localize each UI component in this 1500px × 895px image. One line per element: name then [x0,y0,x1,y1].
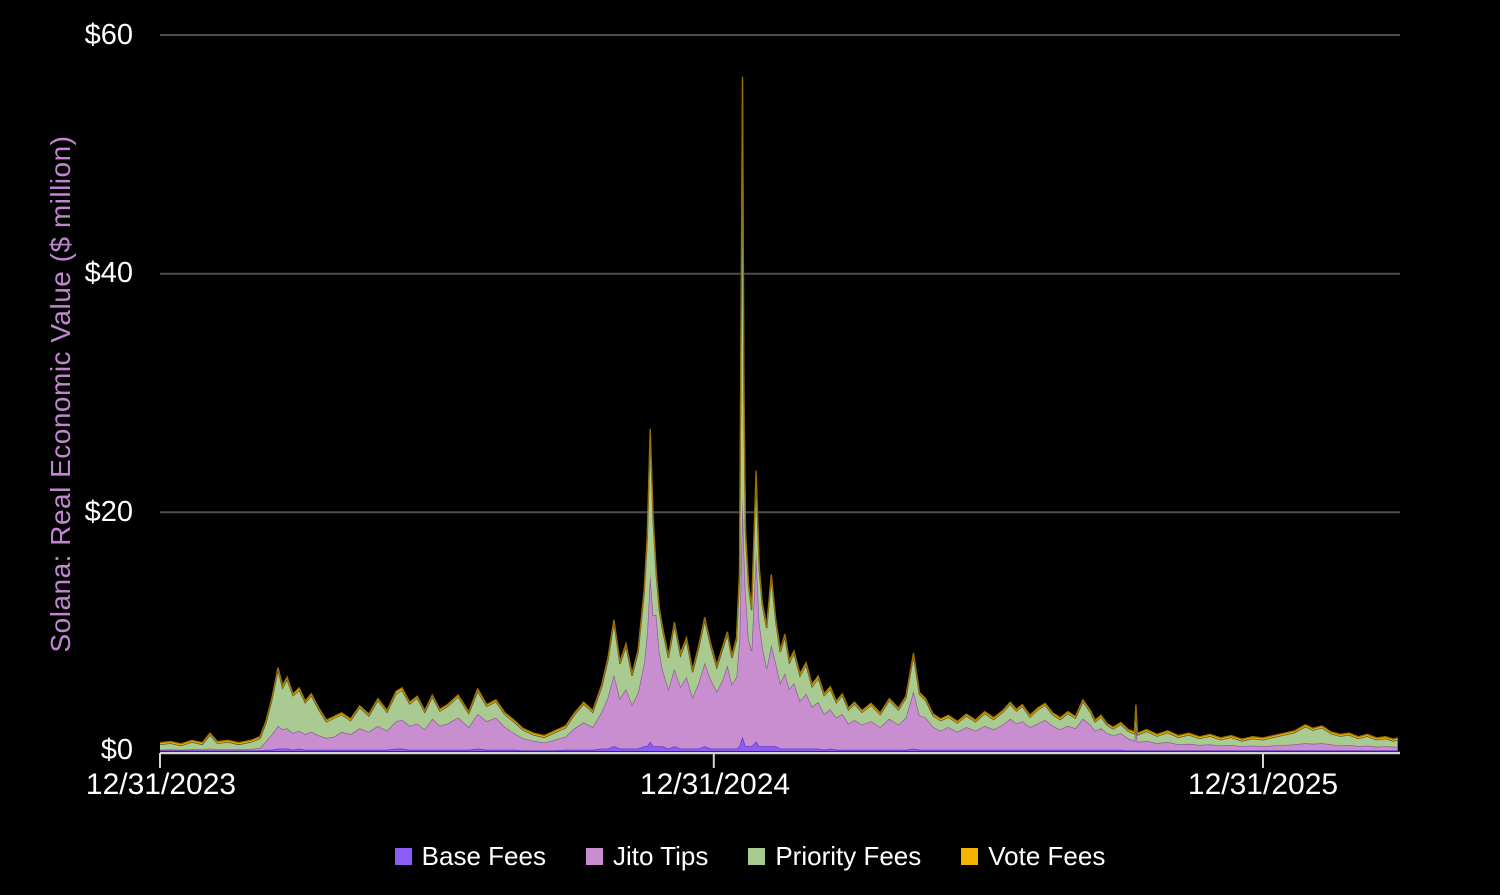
y-tick-0: $0 [100,734,133,766]
x-tick-2023: 12/31/2023 [85,768,237,801]
legend-label-base-fees: Base Fees [421,841,546,871]
base-fees-swatch-icon [394,847,412,865]
legend-item-vote-fees: Vote Fees [961,841,1105,871]
x-tick-2025: 12/31/2025 [1187,768,1339,801]
priority-fees-swatch-icon [748,847,766,865]
vote-fees-swatch-icon [961,847,979,865]
legend-item-priority-fees: Priority Fees [748,841,921,871]
x-tick-2024: 12/31/2024 [639,768,791,801]
legend-label-jito-tips: Jito Tips [612,841,709,871]
y-tick-40: $40 [84,257,133,289]
legend-item-jito-tips: Jito Tips [585,841,709,871]
jito-tips-swatch-icon [585,847,603,865]
legend: Base Fees Jito Tips Priority Fees Vote F… [0,841,1500,871]
y-tick-60: $60 [84,19,133,51]
legend-item-base-fees: Base Fees [394,841,546,871]
legend-label-vote-fees: Vote Fees [988,841,1106,871]
y-tick-20: $20 [84,496,133,528]
legend-label-priority-fees: Priority Fees [775,841,922,871]
y-axis-title: Solana: Real Economic Value ($ million) [45,135,76,653]
